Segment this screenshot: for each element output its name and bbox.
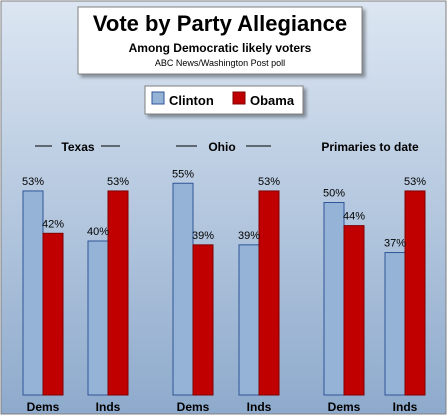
bar-ohio-dems-clinton xyxy=(172,182,194,396)
bar-ohio-dems-obama xyxy=(192,244,214,396)
value-label-primaries-to-date-dems-obama: 44% xyxy=(343,211,365,223)
value-label-ohio-inds-clinton: 39% xyxy=(238,230,260,242)
bar-texas-inds-obama xyxy=(107,190,129,396)
group-labels: Texas Ohio Primaries to date xyxy=(35,140,419,154)
value-label-texas-dems-obama: 42% xyxy=(42,218,64,230)
value-label-primaries-to-date-inds-obama: 53% xyxy=(404,176,426,188)
bar-texas-inds-clinton xyxy=(87,240,109,396)
title-box xyxy=(77,6,363,75)
value-label-primaries-to-date-inds-clinton: 37% xyxy=(384,238,406,250)
value-label-primaries-to-date-dems-clinton: 50% xyxy=(323,188,345,200)
bar-primaries-to-date-dems-obama xyxy=(343,225,365,396)
category-label-texas-inds: Inds xyxy=(96,400,121,414)
bar-primaries-to-date-inds-clinton xyxy=(384,252,406,396)
legend-label-obama: Obama xyxy=(250,93,295,108)
bar-ohio-inds-obama xyxy=(258,190,280,396)
value-label-texas-inds-obama: 53% xyxy=(107,176,129,188)
chart-title: Vote by Party Allegiance xyxy=(93,11,347,36)
bar-ohio-inds-clinton xyxy=(238,244,260,396)
chart-source: ABC News/Washington Post poll xyxy=(155,58,285,68)
group-label-ohio: Ohio xyxy=(208,140,235,154)
group-label-texas: Texas xyxy=(61,140,94,154)
bars-layer xyxy=(22,182,426,396)
bar-texas-dems-obama xyxy=(42,232,64,396)
value-label-texas-dems-clinton: 53% xyxy=(22,176,44,188)
value-label-texas-inds-clinton: 40% xyxy=(87,226,109,238)
category-label-texas-dems: Dems xyxy=(27,400,60,414)
category-label-ohio-dems: Dems xyxy=(177,400,210,414)
legend-label-clinton: Clinton xyxy=(169,93,214,108)
category-label-ohio-inds: Inds xyxy=(247,400,272,414)
legend-swatch-obama xyxy=(232,91,246,105)
bar-texas-dems-clinton xyxy=(22,190,44,396)
value-label-ohio-inds-obama: 53% xyxy=(258,176,280,188)
category-label-primaries-to-date-inds: Inds xyxy=(393,400,418,414)
value-labels-layer: 53% 42% 40% 53% 55% 39% 39% 53% 50% 44% 37% 53% xyxy=(22,168,426,249)
chart-subtitle: Among Democratic likely voters xyxy=(129,41,312,55)
legend-swatch-clinton xyxy=(151,91,165,105)
bar-primaries-to-date-inds-obama xyxy=(404,190,426,396)
legend: Clinton Obama xyxy=(144,85,304,115)
category-label-primaries-to-date-dems: Dems xyxy=(328,400,361,414)
value-label-ohio-dems-obama: 39% xyxy=(192,230,214,242)
category-labels-layer: Dems Inds Dems Inds Dems Inds xyxy=(27,400,418,414)
value-label-ohio-dems-clinton: 55% xyxy=(172,168,194,180)
bar-primaries-to-date-dems-clinton xyxy=(323,202,345,396)
legend-box xyxy=(144,85,304,115)
group-label-primaries: Primaries to date xyxy=(321,140,419,154)
